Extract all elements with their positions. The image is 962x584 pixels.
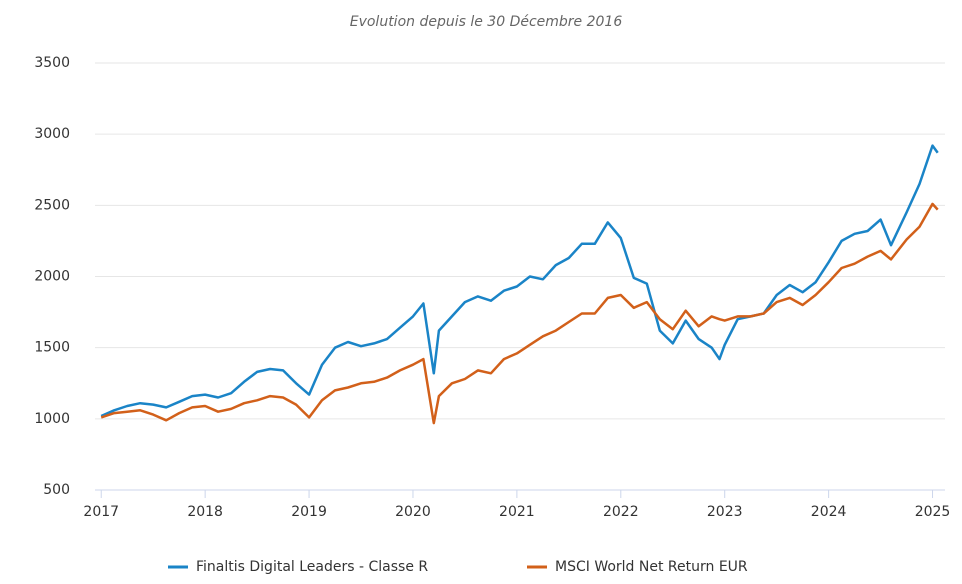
chart-title: Evolution depuis le 30 Décembre 2016 [350, 14, 623, 30]
y-tick-label: 2500 [34, 197, 70, 213]
series-line [100, 144, 939, 418]
legend-label: MSCI World Net Return EUR [555, 559, 748, 575]
x-tick-label: 2021 [499, 504, 535, 520]
x-tick-label: 2025 [915, 504, 951, 520]
x-tick-label: 2024 [811, 504, 847, 520]
x-tick-label: 2020 [395, 504, 431, 520]
y-tick-label: 3000 [34, 126, 70, 142]
x-tick-label: 2017 [83, 504, 119, 520]
legend-label: Finaltis Digital Leaders - Classe R [196, 559, 428, 575]
x-tick-label: 2019 [291, 504, 327, 520]
x-tick-label: 2018 [187, 504, 223, 520]
x-tick-label: 2023 [707, 504, 743, 520]
y-tick-label: 2000 [34, 269, 70, 285]
series-line [100, 202, 939, 425]
x-tick-label: 2022 [603, 504, 639, 520]
y-tick-label: 3500 [34, 55, 70, 71]
y-tick-label: 1500 [34, 340, 70, 356]
y-tick-label: 1000 [34, 411, 70, 427]
y-tick-label: 500 [43, 482, 70, 498]
